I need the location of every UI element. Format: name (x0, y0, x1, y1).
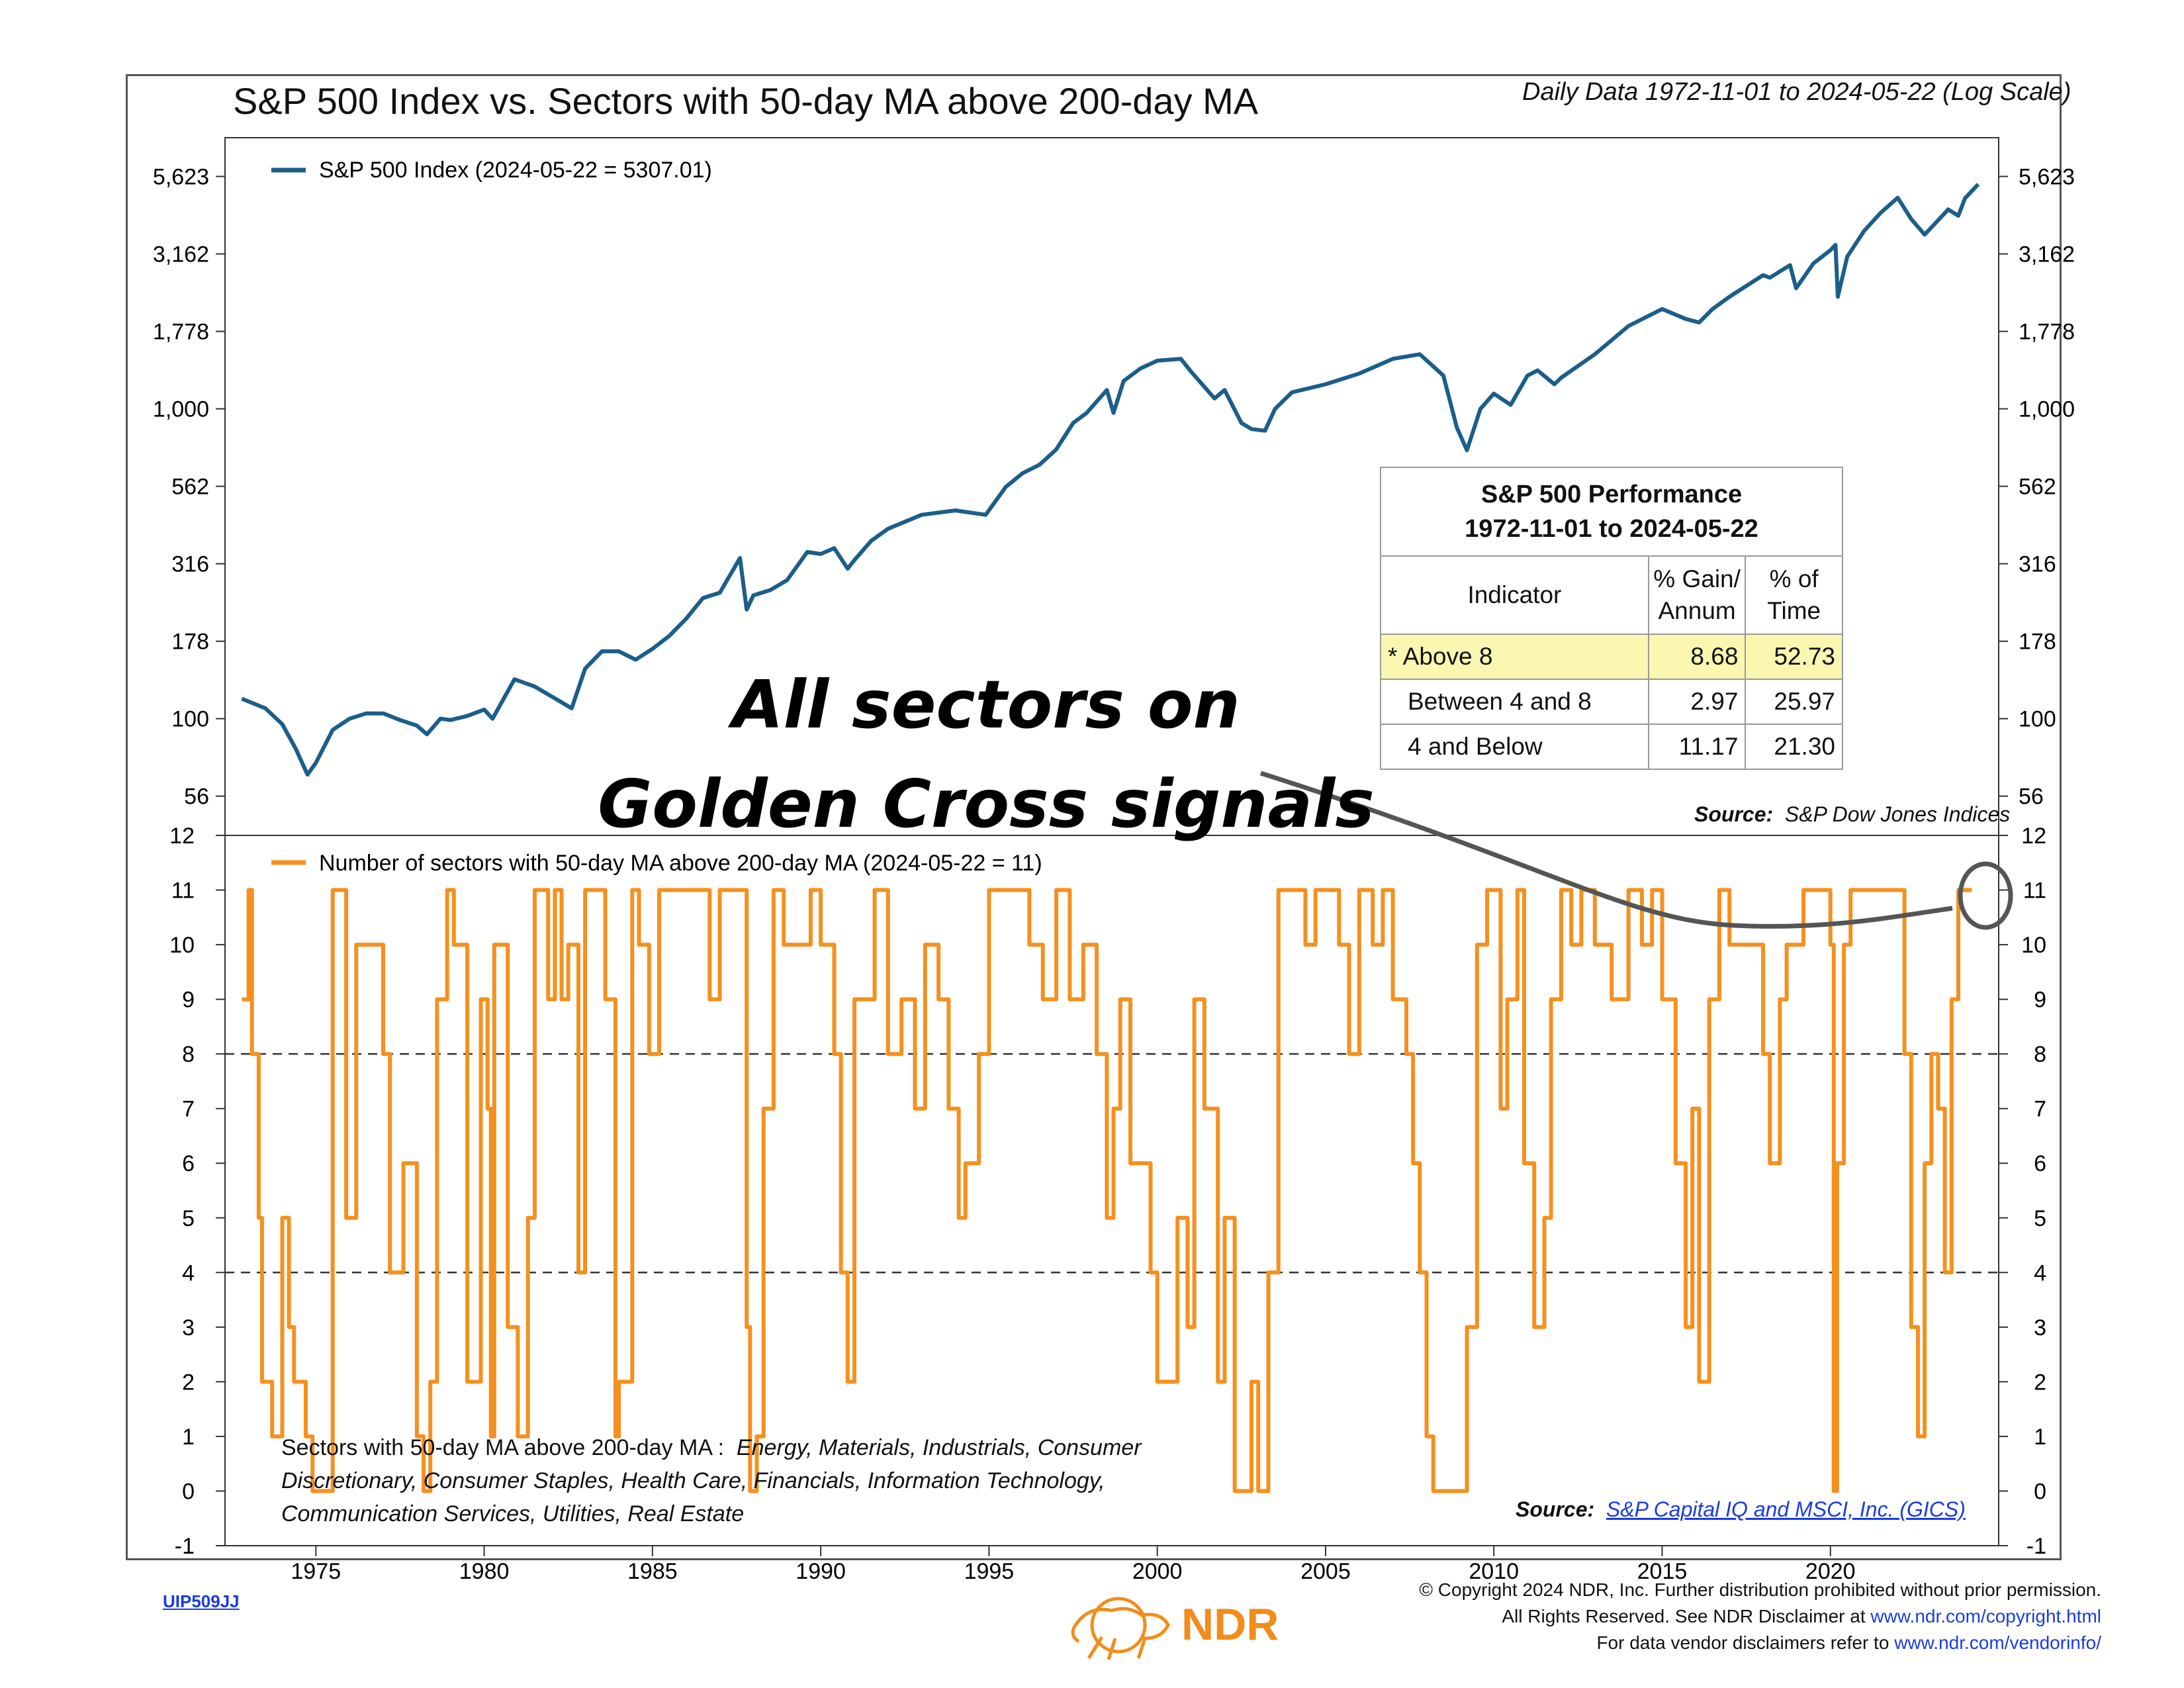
y-tick-label-right-top: 56 (2019, 784, 2044, 810)
y-tick-label-left-bottom: 10 (169, 933, 195, 958)
y-tick-label-left-top: 178 (171, 630, 209, 655)
y-tick-label-right-top: 562 (2019, 475, 2056, 500)
y-tick-label-left-bottom: 11 (171, 878, 195, 904)
y-tick-label-right-bottom: 0 (2034, 1479, 2046, 1504)
y-tick-label-right-top: 178 (2019, 630, 2056, 655)
y-tick-label-left-bottom: 12 (169, 823, 195, 849)
y-tick-label-right-top: 316 (2019, 552, 2056, 577)
copyright: © Copyright 2024 NDR, Inc. Further distr… (1419, 1579, 2101, 1653)
table-row: 4 and Below 11.17 21.30 (1380, 724, 1843, 770)
sp500-series-line (241, 183, 1980, 777)
annotation-curve (1259, 771, 1953, 929)
y-tick-label-right-bottom: 12 (2021, 823, 2046, 849)
sectors-series-line (242, 888, 1972, 1493)
y-tick-label-right-top: 100 (2019, 707, 2056, 732)
row-time: 21.30 (1745, 724, 1843, 770)
y-tick-label-right-bottom: 2 (2034, 1370, 2046, 1395)
x-tick-label: 2020 (1805, 1559, 1856, 1584)
y-tick-label-left-bottom: 7 (182, 1097, 195, 1122)
source-bottom: Source: S&P Capital IQ and MSCI, Inc. (G… (1516, 1497, 1966, 1521)
y-tick-label-right-top: 1,000 (2019, 397, 2075, 422)
y-tick-label-left-top: 100 (171, 707, 209, 732)
x-tick-label: 1985 (627, 1559, 678, 1584)
y-tick-label-right-bottom: 5 (2034, 1206, 2046, 1231)
chart-title: S&P 500 Index vs. Sectors with 50-day MA… (233, 80, 1259, 122)
y-tick-label-right-bottom: 7 (2034, 1097, 2046, 1122)
y-tick-label-left-top: 1,778 (153, 320, 209, 345)
y-tick-label-right-top: 5,623 (2019, 165, 2075, 190)
y-tick-label-left-top: 316 (171, 552, 209, 577)
y-tick-label-left-bottom: 4 (182, 1260, 195, 1286)
table-row: Between 4 and 8 2.97 25.97 (1380, 679, 1843, 725)
x-tick-label: 2015 (1637, 1559, 1688, 1584)
sp500-legend-label: S&P 500 Index (2024-05-22 = 5307.01) (319, 158, 712, 183)
y-tick-label-left-bottom: 2 (182, 1370, 195, 1395)
x-tick-label: 1980 (459, 1559, 510, 1584)
brand-logo: NDR (1062, 1585, 1279, 1675)
row-indicator: 4 and Below (1380, 724, 1649, 770)
y-tick-label-left-bottom: 1 (182, 1425, 195, 1450)
chart-subtitle: Daily Data 1972-11-01 to 2024-05-22 (Log… (1522, 78, 2071, 106)
copyright-link[interactable]: www.ndr.com/copyright.html (1870, 1606, 2101, 1626)
bottom-panel-frame (224, 835, 1999, 1546)
y-tick-label-left-top: 56 (184, 784, 209, 810)
y-tick-label-left-top: 3,162 (153, 242, 209, 267)
y-tick-label-left-top: 5,623 (153, 165, 209, 190)
row-gain: 8.68 (1647, 633, 1747, 680)
row-time: 25.97 (1745, 679, 1843, 725)
bull-bear-icon (1071, 1597, 1170, 1660)
x-tick-label: 2005 (1300, 1559, 1351, 1584)
y-tick-label-right-bottom: 6 (2034, 1151, 2046, 1176)
y-tick-label-left-bottom: -1 (175, 1534, 195, 1559)
performance-table-title: S&P 500 Performance 1972-11-01 to 2024-05… (1380, 467, 1843, 557)
source-top: Source: S&P Dow Jones Indices (1694, 802, 2011, 826)
source-bottom-link[interactable]: S&P Capital IQ and MSCI, Inc. (GICS) (1606, 1497, 1966, 1521)
brand-name: NDR (1181, 1599, 1279, 1650)
y-tick-label-right-bottom: 1 (2034, 1425, 2046, 1450)
table-row: * Above 8 8.68 52.73 (1380, 633, 1843, 680)
x-tick-label: 2000 (1132, 1559, 1183, 1584)
row-gain: 11.17 (1647, 724, 1747, 770)
y-tick-label-left-top: 1,000 (153, 397, 209, 422)
y-tick-label-right-bottom: -1 (2026, 1534, 2046, 1559)
row-time: 52.73 (1745, 633, 1843, 680)
chart-code-link[interactable]: UIP509JJ (163, 1591, 240, 1611)
col-time-header: % of Time (1745, 555, 1843, 635)
y-tick-label-right-bottom: 3 (2034, 1315, 2046, 1340)
y-tick-label-right-bottom: 10 (2021, 933, 2046, 958)
chart-frame (126, 74, 2062, 1560)
y-tick-label-right-bottom: 11 (2023, 878, 2046, 904)
y-tick-label-left-bottom: 8 (182, 1042, 195, 1067)
y-tick-label-left-bottom: 0 (182, 1479, 195, 1504)
x-tick-label: 2010 (1469, 1559, 1519, 1584)
row-indicator: * Above 8 (1380, 633, 1649, 680)
x-tick-label: 1995 (964, 1559, 1015, 1584)
y-tick-label-right-top: 3,162 (2019, 242, 2075, 267)
vendor-info-link[interactable]: www.ndr.com/vendorinfo/ (1894, 1632, 2101, 1653)
y-tick-label-left-bottom: 9 (182, 988, 195, 1013)
sectors-legend-label: Number of sectors with 50-day MA above 2… (319, 851, 1042, 876)
y-tick-label-left-top: 562 (171, 475, 209, 500)
annotation-text: All sectors on Golden Cross signals (598, 666, 1375, 843)
sectors-note: Sectors with 50-day MA above 200-day MA … (281, 1435, 1142, 1526)
row-gain: 2.97 (1647, 679, 1747, 725)
x-tick-label: 1990 (796, 1559, 846, 1584)
row-indicator: Between 4 and 8 (1380, 679, 1649, 725)
y-tick-label-left-bottom: 5 (182, 1206, 195, 1231)
annotation-circle (1958, 861, 2013, 930)
performance-table: S&P 500 Performance 1972-11-01 to 2024-05… (1380, 467, 1843, 770)
col-gain-header: % Gain/ Annum (1647, 555, 1747, 635)
x-tick-label: 1975 (291, 1559, 341, 1584)
y-tick-label-right-bottom: 8 (2034, 1042, 2046, 1067)
y-tick-label-left-bottom: 6 (182, 1151, 195, 1176)
col-indicator-header: Indicator (1380, 555, 1649, 635)
y-tick-label-right-top: 1,778 (2019, 320, 2075, 345)
y-tick-label-right-bottom: 4 (2034, 1260, 2046, 1286)
y-tick-label-left-bottom: 3 (182, 1315, 195, 1340)
y-tick-label-right-bottom: 9 (2034, 988, 2046, 1013)
